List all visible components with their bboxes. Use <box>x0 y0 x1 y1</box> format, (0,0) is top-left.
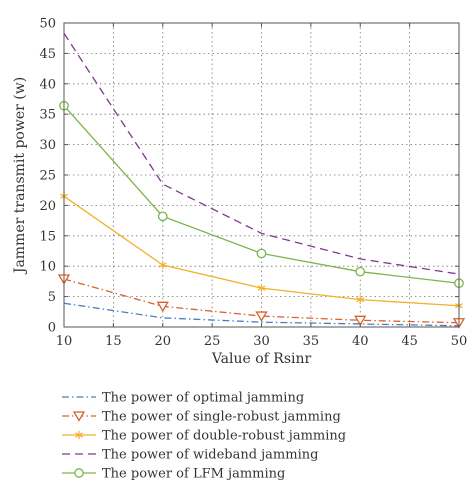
data-point <box>157 211 168 222</box>
data-point <box>356 295 365 304</box>
series-3 <box>60 192 463 310</box>
data-point <box>255 311 268 322</box>
x-tick-label: 20 <box>154 334 171 349</box>
legend-entry: The power of optimal jamming <box>62 391 304 406</box>
x-axis-title: Value of Rsinr <box>211 351 312 367</box>
legend-entry: The power of wideband jamming <box>62 448 318 463</box>
y-tick-label: 15 <box>39 229 56 244</box>
y-tick-label: 25 <box>39 169 56 184</box>
series-line <box>63 32 460 275</box>
y-tick-label: 5 <box>48 290 56 305</box>
y-tick-label: 20 <box>39 199 56 214</box>
data-point <box>156 301 169 313</box>
legend-label: The power of single-robust jamming <box>102 410 341 425</box>
y-tick-label: 30 <box>39 138 56 153</box>
y-tick-label: 40 <box>39 77 56 92</box>
series-1 <box>63 302 460 327</box>
asterisk-stroke <box>257 285 266 291</box>
x-tick-label: 45 <box>401 334 418 349</box>
data-point <box>257 283 266 293</box>
series-2 <box>57 274 466 329</box>
y-tick-label: 35 <box>39 108 56 123</box>
legend-label: The power of double-robust jamming <box>102 429 346 444</box>
legend-marker <box>74 468 84 478</box>
x-tick-label: 50 <box>451 334 468 349</box>
data-point <box>354 315 367 327</box>
legend-entry: The power of LFM jamming <box>62 467 285 482</box>
legend-entry: The power of double-robust jamming <box>62 429 346 444</box>
x-tick-label: 25 <box>204 334 221 349</box>
y-tick-label: 0 <box>48 321 56 336</box>
x-tick-label: 35 <box>303 334 320 349</box>
asterisk-stroke <box>356 297 365 303</box>
series-line <box>63 278 460 324</box>
series-line <box>63 302 460 327</box>
series-4 <box>63 32 460 275</box>
legend: The power of optimal jamming The power of… <box>62 391 346 482</box>
grid <box>64 23 459 327</box>
data-point <box>158 260 167 270</box>
legend-label: The power of wideband jamming <box>102 448 318 463</box>
y-tick-label: 10 <box>39 260 56 275</box>
y-axis-title: Jammer transmit power (w) <box>12 77 28 275</box>
legend-marker <box>72 411 86 422</box>
x-tick-label: 15 <box>105 334 122 349</box>
x-tick-label: 10 <box>56 334 73 349</box>
data-point <box>355 266 366 277</box>
x-tick-label: 30 <box>253 334 270 349</box>
axis-ticks: 10 15 20 25 30 35 40 45 50 0 5 10 15 20 25 30 35 40 45 50 <box>39 17 467 350</box>
legend-marker <box>75 430 83 440</box>
legend-label: The power of LFM jamming <box>102 467 285 482</box>
asterisk-stroke <box>158 262 167 268</box>
asterisk-stroke <box>75 432 83 438</box>
x-tick-label: 40 <box>352 334 369 349</box>
y-tick-label: 50 <box>39 17 56 32</box>
legend-label: The power of optimal jamming <box>102 391 304 406</box>
legend-entry: The power of single-robust jamming <box>62 410 341 425</box>
y-tick-label: 45 <box>39 47 56 62</box>
data-point <box>256 248 267 259</box>
